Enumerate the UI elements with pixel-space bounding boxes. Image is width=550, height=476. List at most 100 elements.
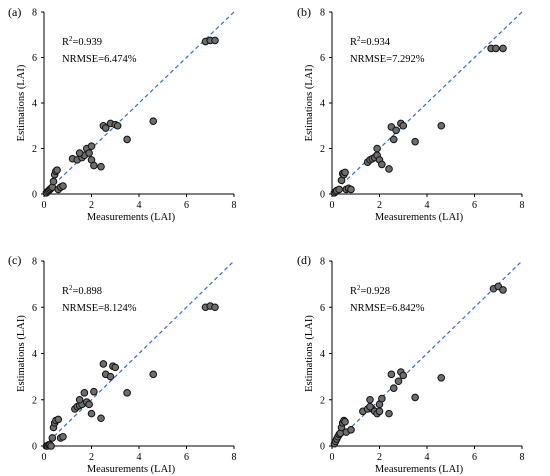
- panel-d-data-point: [389, 384, 398, 392]
- panel-d-nrmse-annotation: NRMSE=6.842%: [350, 303, 425, 314]
- panel-c: (c) 0 2 4 6 8 0 2 4 6 8 Measurements (LAI) Estimati…: [8, 253, 237, 475]
- panel-d-y-tick-label: 6: [320, 303, 325, 314]
- panel-b-r2-annotation: R2=0.934: [350, 35, 391, 48]
- panel-a-data-point: [75, 149, 84, 157]
- panel-c-data-point: [111, 363, 120, 372]
- panel-b-x-tick-label: 0: [330, 200, 335, 211]
- panel-a-data-point: [90, 161, 98, 170]
- panel-a-y-tick-label: 6: [32, 53, 37, 64]
- panel-b-label: (b): [297, 5, 311, 19]
- panel-a-y-tick-label: 8: [32, 8, 37, 19]
- panel-c-x-axis-label: Measurements (LAI): [87, 464, 176, 475]
- panel-b-data-point: [399, 121, 408, 130]
- panel-d-data-point: [387, 370, 396, 379]
- panel-b-data-point: [437, 121, 446, 130]
- panel-c-y-axis-label: Estimations (LAI): [16, 315, 27, 392]
- panel-d-data-point: [399, 371, 408, 380]
- panel-b: (b) 0 2 4 6 8 0 2 4 6 8 Measurements (LAI) Estimati…: [297, 5, 525, 223]
- panel-d-y-tick-label: 0: [320, 442, 325, 453]
- panel-b-x-tick-label: 6: [472, 200, 477, 211]
- panel-a-data-point: [59, 182, 67, 190]
- panel-c-data-point: [75, 395, 84, 404]
- panel-a-r2-annotation: R2=0.939: [62, 35, 102, 48]
- panel-a: (a) 0 2 4 6 8 0 2 4 6 8 Measurements (LAI) Estimati…: [8, 5, 237, 223]
- panel-d-reference-line: [331, 260, 523, 447]
- panel-b-data-point: [499, 44, 507, 53]
- panel-a-x-tick-label: 4: [137, 200, 142, 211]
- panel-a-data-point: [85, 149, 93, 157]
- panel-b-data-point: [392, 126, 400, 135]
- panel-c-data-point: [123, 389, 131, 397]
- panel-b-nrmse-annotation: NRMSE=7.292%: [350, 54, 425, 65]
- panel-a-data-point: [149, 117, 158, 125]
- panel-d-data-point: [499, 286, 507, 294]
- panel-d-x-tick-label: 4: [425, 452, 430, 463]
- panel-a-x-tick-label: 0: [42, 200, 47, 211]
- panel-c-data-point: [90, 387, 98, 396]
- panel-a-x-tick-label: 8: [232, 200, 237, 211]
- panel-b-data-point: [378, 160, 386, 169]
- panel-c-data-point: [59, 432, 67, 441]
- panel-a-data-point: [113, 121, 122, 130]
- panel-a-data-point: [101, 124, 110, 132]
- panel-a-data-point: [49, 177, 58, 186]
- panel-c-data-point: [85, 400, 93, 409]
- panel-a-data-point: [123, 135, 131, 144]
- panel-d: (d) 0 2 4 6 8 0 2 4 6 8 Measurements (LAI) Estimati…: [297, 253, 525, 475]
- panel-c-r2-annotation: R2=0.898: [62, 284, 102, 297]
- panel-c-data-point: [106, 372, 115, 381]
- panel-d-data-point: [366, 402, 374, 411]
- panel-c-data-point: [54, 415, 63, 424]
- panel-a-y-tick-label: 4: [32, 99, 37, 110]
- panel-a-label: (a): [8, 5, 21, 19]
- panel-c-y-tick-label: 4: [32, 349, 37, 360]
- panel-a-data-point: [53, 166, 61, 174]
- panel-a-data-point: [97, 162, 105, 171]
- panel-d-x-tick-label: 2: [377, 452, 382, 463]
- panel-d-x-tick-label: 8: [520, 452, 525, 463]
- panel-b-y-tick-label: 8: [320, 8, 325, 19]
- panel-a-x-axis-label: Measurements (LAI): [87, 212, 176, 223]
- panel-d-data-point: [378, 394, 386, 403]
- panel-d-data-point: [366, 395, 374, 404]
- panel-b-reference-line: [331, 11, 523, 195]
- panel-c-x-tick-label: 0: [42, 452, 47, 463]
- panel-b-x-tick-label: 2: [377, 200, 382, 211]
- panel-a-y-tick-label: 2: [32, 144, 37, 155]
- panel-b-data-point: [385, 165, 393, 173]
- panel-c-data-point: [80, 389, 89, 397]
- panel-a-nrmse-annotation: NRMSE=6.474%: [62, 54, 137, 65]
- panel-b-data-point: [347, 185, 355, 194]
- panel-d-data-point: [411, 393, 419, 402]
- panel-b-data-point: [411, 137, 419, 146]
- panel-c-x-tick-label: 2: [89, 452, 94, 463]
- panel-d-x-tick-label: 6: [472, 452, 477, 463]
- panel-a-x-tick-label: 6: [184, 200, 189, 211]
- panel-c-label: (c): [8, 253, 21, 267]
- panel-c-y-tick-label: 6: [32, 303, 37, 314]
- panel-c-data-point: [87, 409, 96, 418]
- panel-b-data-point: [389, 135, 398, 144]
- panel-a-data-point: [211, 36, 219, 45]
- panel-d-y-tick-label: 4: [320, 349, 325, 360]
- panel-c-data-point: [149, 370, 158, 379]
- panel-d-data-point: [394, 377, 403, 386]
- panel-a-y-tick-label: 0: [32, 190, 37, 201]
- panel-c-x-tick-label: 6: [184, 452, 189, 463]
- panel-a-data-point: [87, 142, 96, 151]
- panel-b-y-tick-label: 2: [320, 144, 325, 155]
- panel-c-x-tick-label: 4: [137, 452, 142, 463]
- panel-b-x-tick-label: 4: [425, 200, 430, 211]
- panel-c-data-point: [99, 360, 108, 368]
- panel-b-data-point: [335, 185, 343, 194]
- panel-c-data-point: [211, 303, 219, 312]
- panel-c-data-point: [48, 434, 57, 442]
- panel-d-data-point: [375, 407, 384, 416]
- panel-d-data-point: [385, 409, 393, 418]
- panel-d-y-axis-label: Estimations (LAI): [304, 315, 315, 392]
- panel-c-nrmse-annotation: NRMSE=8.124%: [62, 303, 137, 314]
- panel-b-y-axis-label: Estimations (LAI): [304, 64, 315, 141]
- panel-b-data-point: [341, 168, 349, 177]
- panel-c-y-tick-label: 0: [32, 442, 37, 453]
